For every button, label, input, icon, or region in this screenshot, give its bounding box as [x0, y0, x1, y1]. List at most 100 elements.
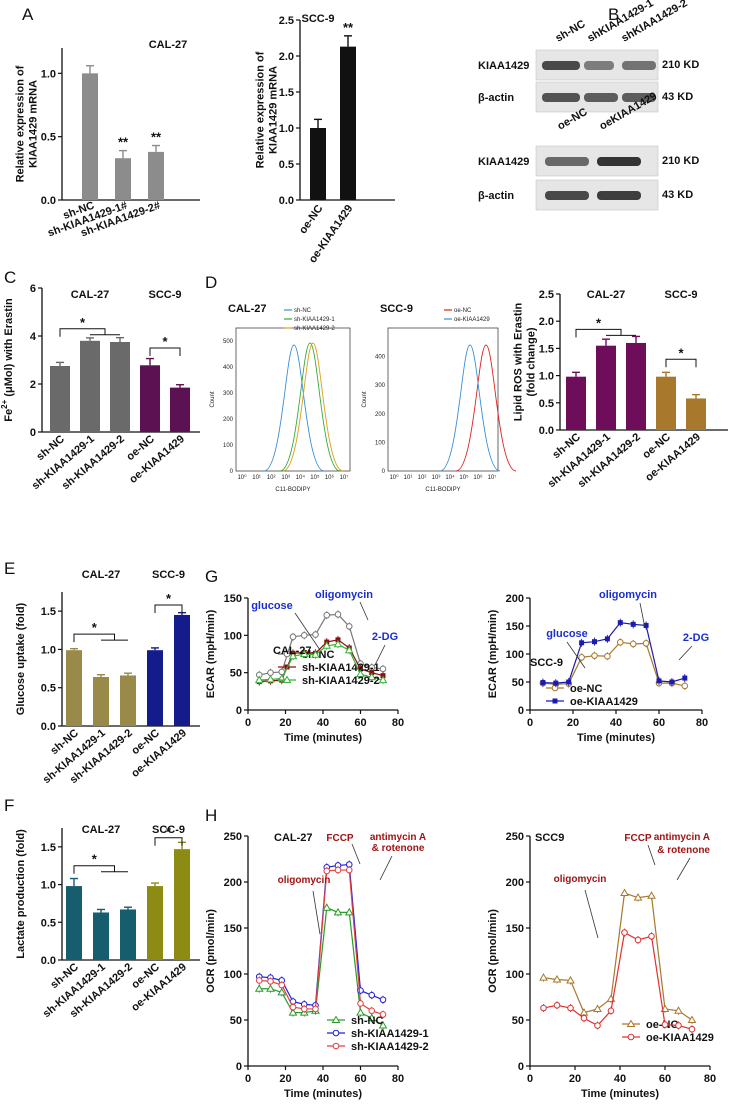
- data-point: [300, 632, 308, 639]
- y-tick-label: 0.5: [539, 398, 554, 410]
- data-point: [675, 1022, 682, 1029]
- chart-title: SCC9: [535, 832, 564, 844]
- data-point: [356, 669, 365, 678]
- data-point: [540, 1004, 547, 1012]
- protein-label: β-actin: [478, 190, 514, 202]
- y-tick-label: 1.5: [279, 87, 294, 99]
- legend-label: sh-KIAA1429-2: [351, 1041, 429, 1053]
- x-tick-label: 40: [610, 717, 622, 729]
- y-tick-label: 150: [224, 923, 242, 935]
- panel-label-a: A: [22, 5, 34, 24]
- histogram-frame: [387, 327, 499, 472]
- annotation-pointer: [374, 644, 386, 666]
- y-tick-label: 6: [30, 283, 36, 295]
- legend-label: sh-KIAA1429-2: [294, 326, 335, 332]
- bar: [686, 398, 706, 430]
- band-size-label: 210 KD: [662, 59, 699, 71]
- data-point: [254, 984, 264, 992]
- series-line: [259, 906, 384, 1027]
- sig-bracket: [59, 328, 106, 337]
- x-tick-label: 20: [279, 1073, 291, 1085]
- y-axis-label-line: (fold change): [526, 327, 538, 396]
- chart-title: SCC-9: [301, 13, 334, 25]
- significance-label: *: [166, 824, 172, 839]
- annotation-label: glucose: [251, 600, 293, 612]
- bar: [120, 675, 136, 726]
- y-axis-label: ECAR (mpH/min): [205, 609, 217, 698]
- blot-band: [597, 157, 641, 166]
- data-point: [358, 666, 363, 672]
- y-tick-label: 250: [224, 831, 242, 843]
- bar: [148, 151, 164, 200]
- data-point: [344, 907, 354, 916]
- sig-bracket: [73, 865, 115, 874]
- data-point: [345, 866, 353, 874]
- x-tick-label: 60: [354, 717, 366, 729]
- data-point: [648, 932, 655, 940]
- legend-label: sh-KIAA1429-2: [302, 675, 380, 687]
- x-tick-label: 10²: [267, 475, 276, 481]
- data-point: [630, 621, 636, 627]
- chart-title: SCC-9: [530, 657, 563, 669]
- y-tick-label: 50: [512, 1015, 524, 1027]
- data-point: [379, 996, 387, 1004]
- x-tick-label: 80: [392, 717, 404, 729]
- x-tick-label: 40: [614, 1073, 626, 1085]
- lane-label: sh-NC: [554, 18, 588, 45]
- y-tick-label: 0: [518, 1061, 524, 1073]
- data-point: [266, 984, 275, 992]
- legend-label: oe-NC: [570, 683, 602, 695]
- x-axis-label: Time (minutes): [284, 732, 362, 744]
- bar: [174, 614, 190, 726]
- histogram-title: CAL-27: [228, 303, 267, 315]
- data-point: [620, 888, 629, 897]
- data-point: [357, 987, 364, 994]
- blot-band: [545, 157, 589, 166]
- annotation-label: oligomycin: [554, 874, 607, 885]
- y-tick-label: 200: [506, 877, 524, 889]
- data-point: [357, 1000, 364, 1007]
- data-point: [617, 620, 623, 626]
- annotation-pointer: [676, 857, 691, 881]
- data-point: [322, 903, 332, 911]
- group-title: CAL-27: [82, 824, 121, 836]
- annotation-pointer: [639, 602, 646, 629]
- x-tick-label: 10⁴: [445, 474, 455, 481]
- y-tick-label: 0.0: [279, 195, 294, 207]
- data-point: [322, 641, 332, 649]
- legend-marker: [551, 684, 559, 692]
- x-category-label: oe-NC: [297, 203, 325, 236]
- y-tick-label: 400: [375, 355, 386, 361]
- data-point: [255, 977, 263, 984]
- data-point: [278, 981, 286, 989]
- y-tick-label: 2.0: [539, 316, 554, 328]
- sig-bracket: [575, 328, 622, 338]
- x-axis-label: Time (minutes): [581, 1088, 659, 1100]
- significance-label: **: [118, 135, 129, 150]
- chart-h-ocr-cal27: 0 50 100 150 200 250 0 20 40 60 80 Time (minutes) OC…: [205, 831, 429, 1100]
- data-point: [356, 1008, 365, 1016]
- bar: [170, 387, 190, 432]
- data-point: [621, 929, 628, 936]
- legend-label: sh-KIAA1429-1: [351, 1028, 429, 1040]
- group-title: CAL-27: [82, 569, 121, 581]
- data-point: [333, 907, 343, 916]
- chart-h-ocr-scc9: 0 50 100 150 200 250 0 20 40 60 80 Time (minutes) OC…: [487, 831, 716, 1100]
- data-point: [594, 1022, 601, 1029]
- data-point: [647, 891, 656, 899]
- sig-bracket: [73, 633, 115, 643]
- y-axis-label-line: KIAA1429 mRNA: [28, 80, 40, 168]
- x-tick-label: 10⁵: [459, 474, 469, 481]
- data-point: [629, 640, 637, 648]
- y-axis-label: Fe2+ (μMol) with Erastin: [0, 298, 15, 422]
- chart-g-ecar-cal27: 0 50 100 150 0 20 40 60 80 Time (minutes) ECAR (mp…: [205, 589, 404, 744]
- bar: [115, 158, 131, 200]
- significance-label: **: [151, 130, 162, 145]
- data-point: [288, 651, 298, 660]
- data-point: [553, 680, 559, 686]
